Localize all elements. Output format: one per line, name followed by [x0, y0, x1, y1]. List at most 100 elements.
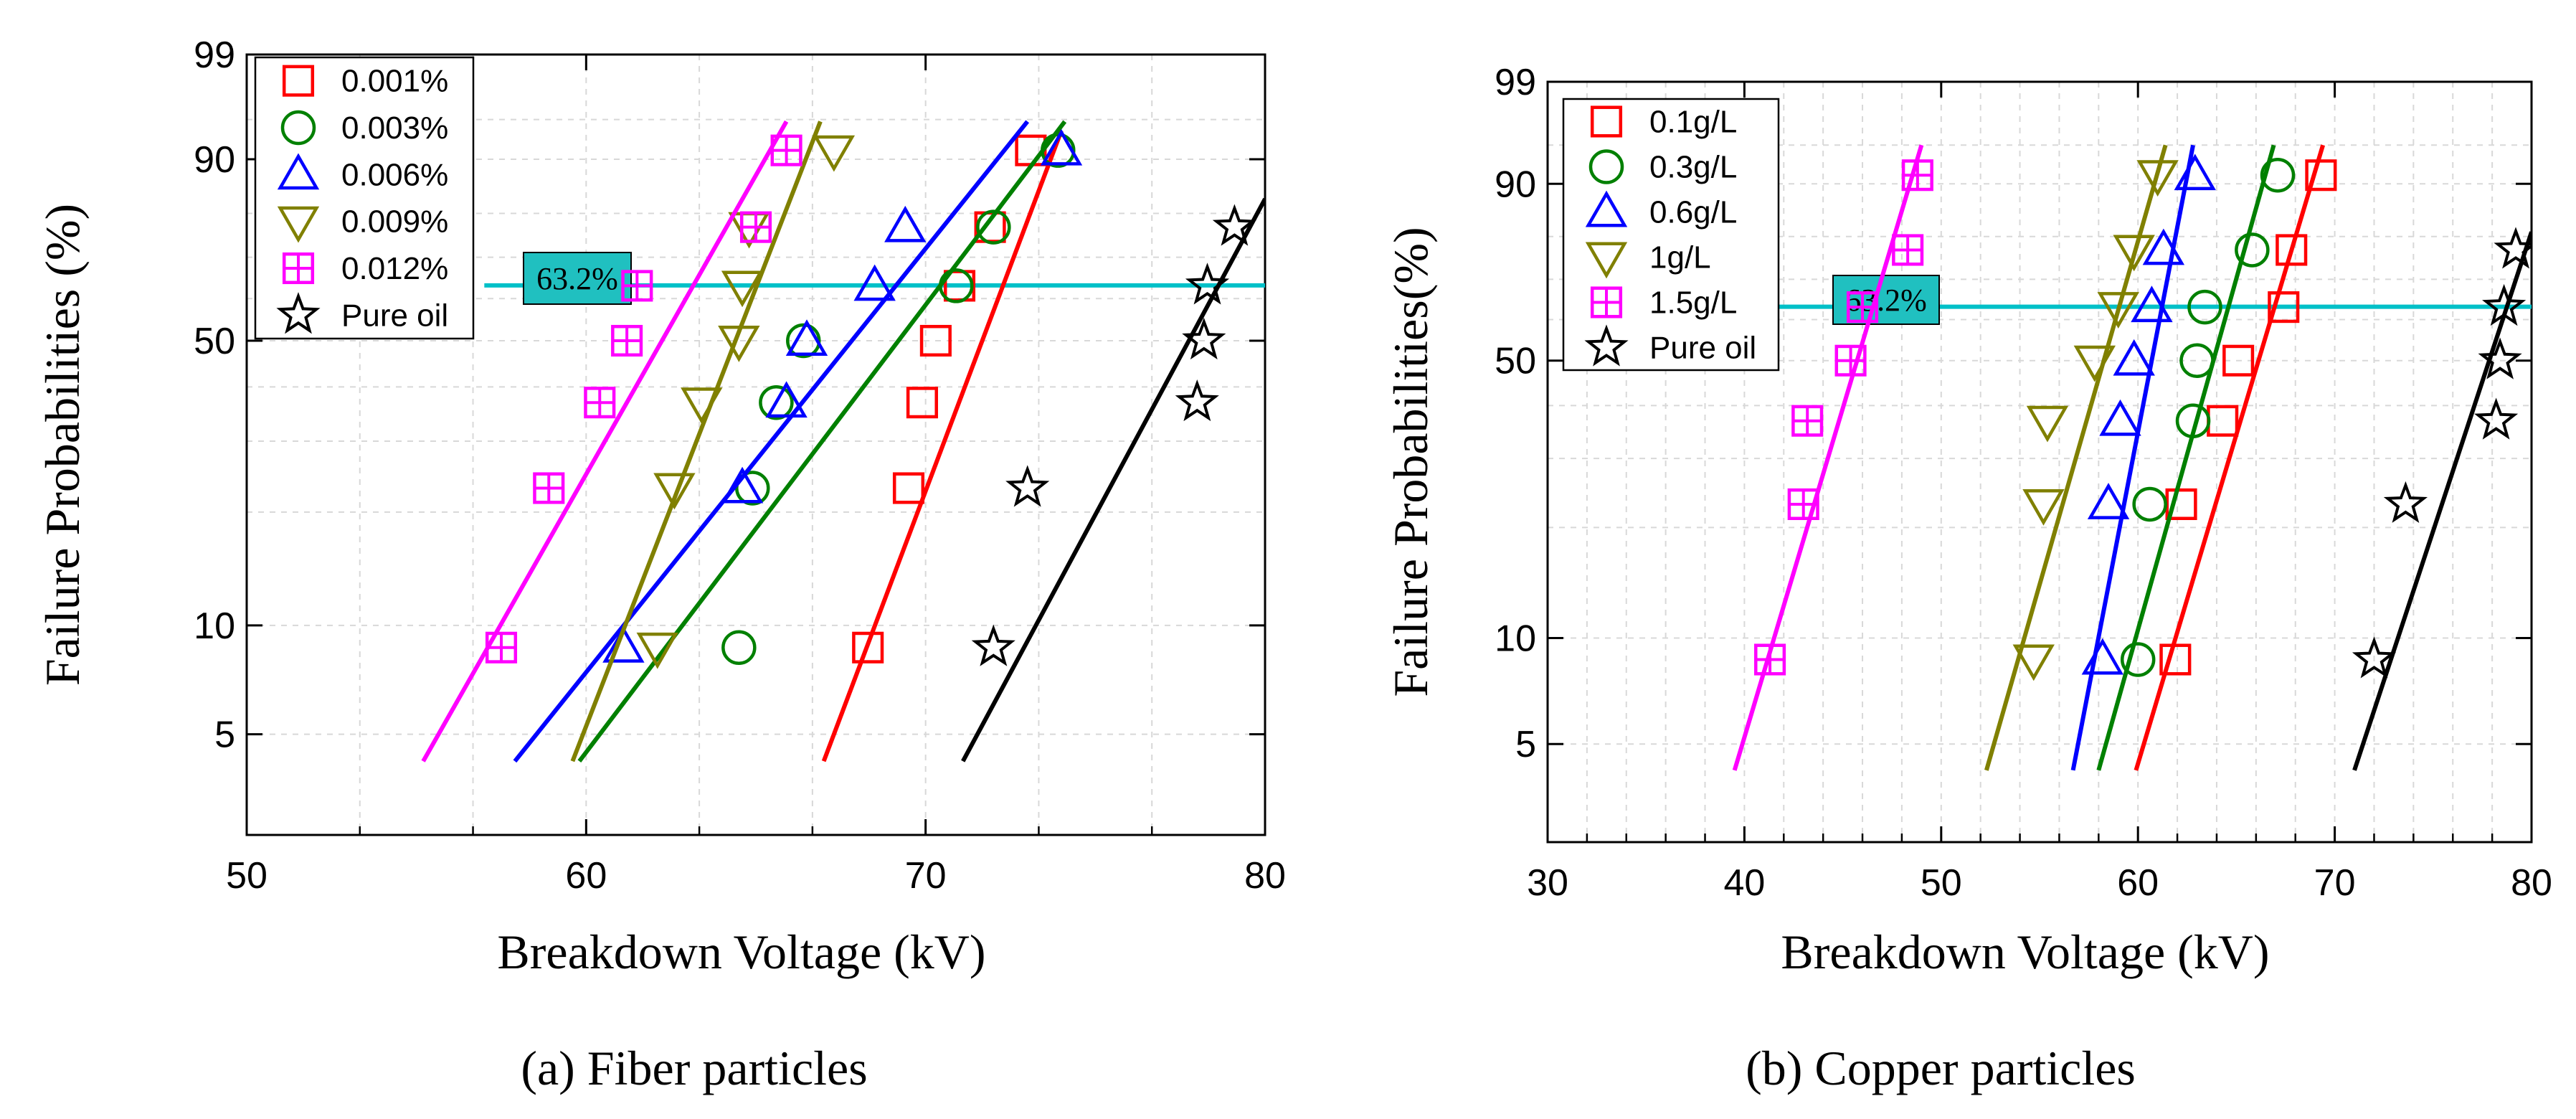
data-point — [2113, 339, 2155, 376]
grid — [247, 55, 1265, 835]
series-1 — [577, 120, 1076, 763]
data-point — [1791, 405, 1824, 437]
legend-entry: 1.5g/L — [1649, 285, 1737, 321]
fit-line — [821, 130, 1064, 762]
legend-entry: Pure oil — [341, 298, 448, 333]
chart-caption: (b) Copper particles — [1746, 1041, 2136, 1095]
legend-marker — [277, 206, 320, 243]
data-point — [621, 270, 653, 302]
legend-box — [1562, 98, 1780, 372]
data-point — [2260, 157, 2296, 193]
x-tick-label: 60 — [2117, 862, 2159, 904]
chart-caption: (a) Fiber particles — [521, 1041, 867, 1095]
fit-line — [570, 121, 823, 762]
series-5 — [961, 197, 1265, 762]
grid — [1548, 82, 2532, 842]
data-point — [919, 324, 952, 357]
series-2 — [513, 120, 1083, 763]
legend-entry: 1g/L — [1649, 240, 1711, 275]
data-point — [2113, 235, 2155, 272]
data-point — [2026, 405, 2069, 443]
plot-frame — [245, 53, 1266, 836]
series-1 — [2096, 144, 2296, 771]
data-point — [853, 264, 896, 301]
fit-line — [1732, 144, 1924, 771]
data-point — [2383, 481, 2428, 523]
legend-marker — [1585, 190, 1628, 227]
data-point — [2175, 403, 2211, 438]
data-point — [2478, 337, 2522, 379]
fit-line — [2134, 144, 2326, 771]
legend-marker — [1588, 149, 1624, 184]
data-point — [2131, 285, 2173, 323]
legend-marker — [282, 65, 315, 97]
fit-line — [577, 120, 1067, 763]
legend-marker — [277, 153, 320, 190]
data-point — [2352, 636, 2397, 679]
y-axis-label: Failure Probabilities (%) — [35, 204, 90, 686]
plot-area — [421, 120, 1265, 763]
data-point — [2099, 399, 2141, 436]
legend-entry: 0.001% — [341, 64, 448, 99]
series-3 — [1984, 144, 2179, 771]
data-point — [939, 268, 974, 303]
data-point — [1185, 263, 1230, 305]
data-point — [721, 466, 764, 504]
data-point — [611, 324, 643, 357]
data-point — [2073, 345, 2116, 382]
data-point — [1892, 234, 1924, 266]
y-tick-label: 10 — [1495, 618, 1536, 659]
data-point — [2174, 154, 2216, 191]
data-point — [2120, 642, 2156, 677]
data-point — [485, 631, 518, 664]
legend-box — [254, 56, 475, 340]
x-tick-label: 30 — [1527, 862, 1568, 904]
legend-entry: 0.003% — [341, 110, 448, 146]
legend-marker — [1590, 105, 1623, 138]
data-point — [2482, 283, 2527, 326]
series-4 — [1732, 144, 1933, 771]
data-point — [2159, 643, 2192, 676]
data-point — [884, 205, 927, 242]
annotation-box — [523, 252, 632, 305]
data-point — [2087, 483, 2130, 519]
fit-line — [2352, 231, 2532, 771]
data-point — [852, 631, 884, 664]
data-point — [584, 387, 616, 419]
data-point — [735, 471, 770, 506]
data-point — [721, 630, 757, 666]
legend-entry: 0.006% — [341, 157, 448, 192]
legend-marker — [280, 110, 316, 146]
legend-entry: 0.012% — [341, 251, 448, 286]
data-point — [739, 211, 772, 243]
y-tick-label: 90 — [194, 139, 235, 181]
data-point — [1901, 159, 1933, 192]
y-tick-label: 99 — [1495, 62, 1536, 103]
y-axis-label: Failure Probabilities(%) — [1383, 227, 1438, 697]
fit-line — [513, 120, 1030, 763]
legend-marker — [1585, 242, 1628, 279]
plot-area — [1732, 144, 2532, 771]
data-point — [813, 135, 856, 172]
x-tick-label: 80 — [2511, 862, 2552, 904]
legend-marker — [1584, 324, 1629, 367]
data-point — [636, 632, 678, 669]
data-point — [2207, 405, 2239, 437]
x-tick-label: 60 — [565, 855, 607, 897]
data-point — [1754, 643, 1786, 676]
series-2 — [2070, 144, 2216, 771]
y-tick-label: 5 — [1515, 724, 1536, 765]
data-point — [765, 381, 808, 418]
data-point — [2276, 234, 2308, 266]
x-tick-label: 80 — [1244, 855, 1286, 897]
legend-entry: 0.6g/L — [1649, 195, 1737, 230]
data-point — [2097, 292, 2139, 329]
data-point — [533, 472, 565, 504]
data-point — [718, 326, 760, 362]
x-tick-label: 70 — [2314, 862, 2356, 904]
fit-line — [421, 120, 789, 762]
data-point — [906, 387, 938, 419]
series-5 — [2352, 227, 2532, 771]
data-point — [786, 323, 821, 359]
